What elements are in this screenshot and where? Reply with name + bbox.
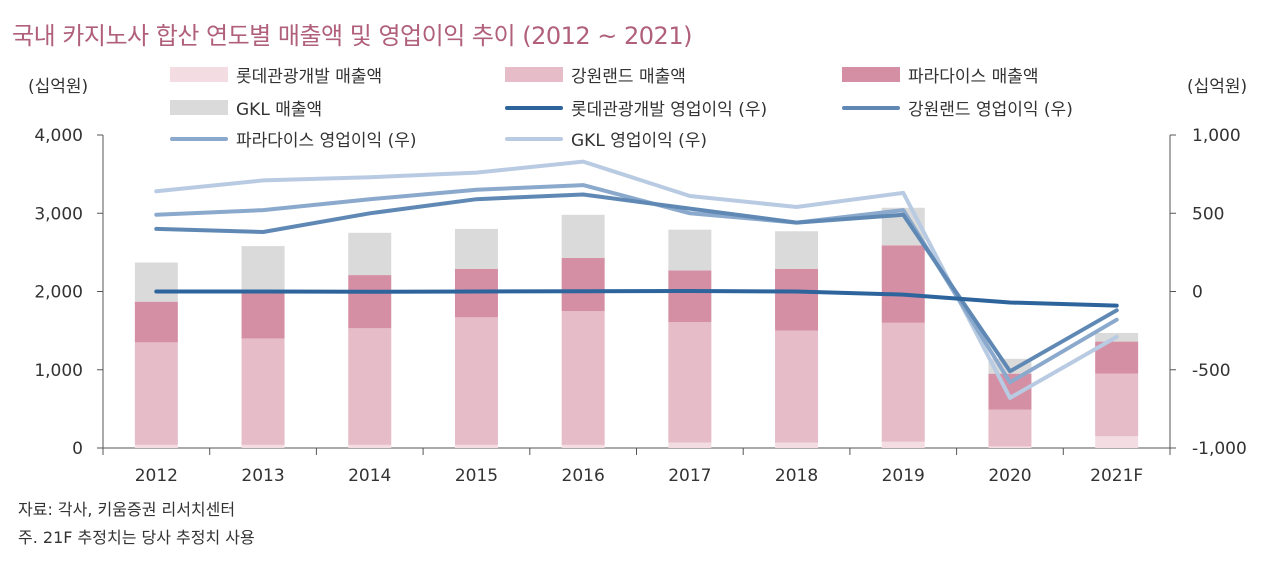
legend-swatch [842, 67, 900, 82]
bar-segment [348, 328, 392, 445]
x-tick-label: 2021F [1090, 466, 1143, 486]
left-tick-label: 1,000 [34, 361, 83, 381]
legend-label: 롯데관광개발 영업이익 (우) [571, 100, 768, 120]
bar-segment [668, 229, 712, 271]
x-tick-label: 2016 [562, 466, 605, 486]
right-tick-label: -1,000 [1192, 439, 1247, 459]
x-tick-label: 2014 [348, 466, 391, 486]
bar-segment [561, 214, 605, 258]
x-tick-label: 2017 [668, 466, 711, 486]
series-line [154, 183, 1119, 385]
series-line [154, 192, 1119, 374]
left-tick-label: 2,000 [34, 283, 83, 303]
bar-segment [134, 342, 178, 445]
legend-item-lotte-op: 롯데관광개발 영업이익 (우) [505, 95, 767, 120]
bar-segment [881, 207, 925, 246]
bar-segment [561, 257, 605, 312]
bar-segment [668, 442, 712, 448]
bar-segment [348, 232, 392, 276]
bar-segment [241, 293, 285, 339]
chart-title: 국내 카지노사 합산 연도별 매출액 및 영업이익 추이 (2012 ~ 202… [12, 22, 692, 50]
bar-segment [881, 441, 925, 448]
bar-segment [134, 444, 178, 448]
series-line [154, 159, 1119, 400]
bar-segment [454, 444, 498, 448]
left-tick-label: 3,000 [34, 204, 83, 224]
bar-segment [241, 246, 285, 294]
bar-segment [881, 322, 925, 442]
left-tick-label: 4,000 [34, 126, 83, 146]
legend-swatch [505, 105, 563, 110]
x-tick-label: 2012 [135, 466, 178, 486]
bar-segment [134, 301, 178, 343]
footnote: 주. 21F 추정치는 당사 추정치 사용 [18, 528, 255, 547]
right-tick-label: 500 [1192, 204, 1224, 224]
bar-segment [561, 311, 605, 445]
legend-item-kangwon-op: 강원랜드 영업이익 (우) [842, 95, 1073, 120]
bar-segment [668, 322, 712, 443]
bar-segment [881, 245, 925, 323]
bar-segment [134, 262, 178, 302]
bar-segment [454, 268, 498, 318]
legend-swatch [170, 67, 228, 82]
legend-item-paradise-op: 파라다이스 영업이익 (우) [170, 126, 416, 151]
legend-label: 롯데관광개발 매출액 [236, 67, 383, 87]
bar-segment [348, 444, 392, 448]
legend-item-lotte-revenue: 롯데관광개발 매출액 [170, 62, 382, 87]
legend-swatch [170, 136, 228, 141]
bar-segment [775, 231, 819, 269]
legend-label: GKL 매출액 [236, 100, 323, 120]
bar-segment [241, 338, 285, 445]
bar-segment [988, 409, 1032, 447]
source-note: 자료: 각사, 키움증권 리서치센터 [18, 500, 236, 519]
bar-segment [988, 358, 1032, 374]
legend-swatch [505, 136, 563, 141]
legend-item-kangwon-revenue: 강원랜드 매출액 [505, 62, 686, 87]
x-tick-label: 2020 [988, 466, 1031, 486]
bar-segment [561, 444, 605, 448]
legend-label: 파라다이스 영업이익 (우) [236, 131, 417, 151]
legend-label: GKL 영업이익 (우) [571, 131, 708, 151]
left-axis-unit: (십억원) [28, 77, 89, 97]
x-tick-label: 2015 [455, 466, 498, 486]
bar-segment [1095, 332, 1139, 342]
legend-label: 강원랜드 영업이익 (우) [908, 100, 1073, 120]
bar-segment [454, 228, 498, 269]
legend-swatch [170, 100, 228, 115]
left-tick-label: 0 [72, 439, 83, 459]
x-tick-label: 2018 [775, 466, 818, 486]
legend-label: 파라다이스 매출액 [908, 67, 1039, 87]
legend-item-gkl-revenue: GKL 매출액 [170, 95, 322, 120]
legend-item-paradise-revenue: 파라다이스 매출액 [842, 62, 1039, 87]
bar-segment [775, 442, 819, 448]
bar-segment [454, 317, 498, 445]
bar-segment [775, 268, 819, 331]
bar-segment [668, 270, 712, 323]
x-tick-label: 2019 [882, 466, 925, 486]
bar-segment [775, 330, 819, 443]
legend-item-gkl-op: GKL 영업이익 (우) [505, 126, 707, 151]
bar-segment [988, 446, 1032, 448]
legend: 롯데관광개발 매출액 강원랜드 매출액 파라다이스 매출액 GKL 매출액 롯데… [170, 62, 1170, 162]
bar-segment [348, 275, 392, 329]
bar-segment [241, 444, 285, 448]
legend-label: 강원랜드 매출액 [571, 67, 686, 87]
bar-segment [1095, 341, 1139, 374]
bar-segment [1095, 436, 1139, 448]
bar-segment [988, 373, 1032, 410]
right-tick-label: 0 [1192, 283, 1203, 303]
right-axis-unit: (십억원) [1187, 77, 1248, 97]
right-tick-label: -500 [1192, 361, 1231, 381]
bar-segment [1095, 373, 1139, 437]
series-line [154, 289, 1119, 308]
right-tick-label: 1,000 [1192, 126, 1241, 146]
legend-swatch [842, 105, 900, 110]
legend-swatch [505, 67, 563, 82]
x-tick-label: 2013 [241, 466, 284, 486]
